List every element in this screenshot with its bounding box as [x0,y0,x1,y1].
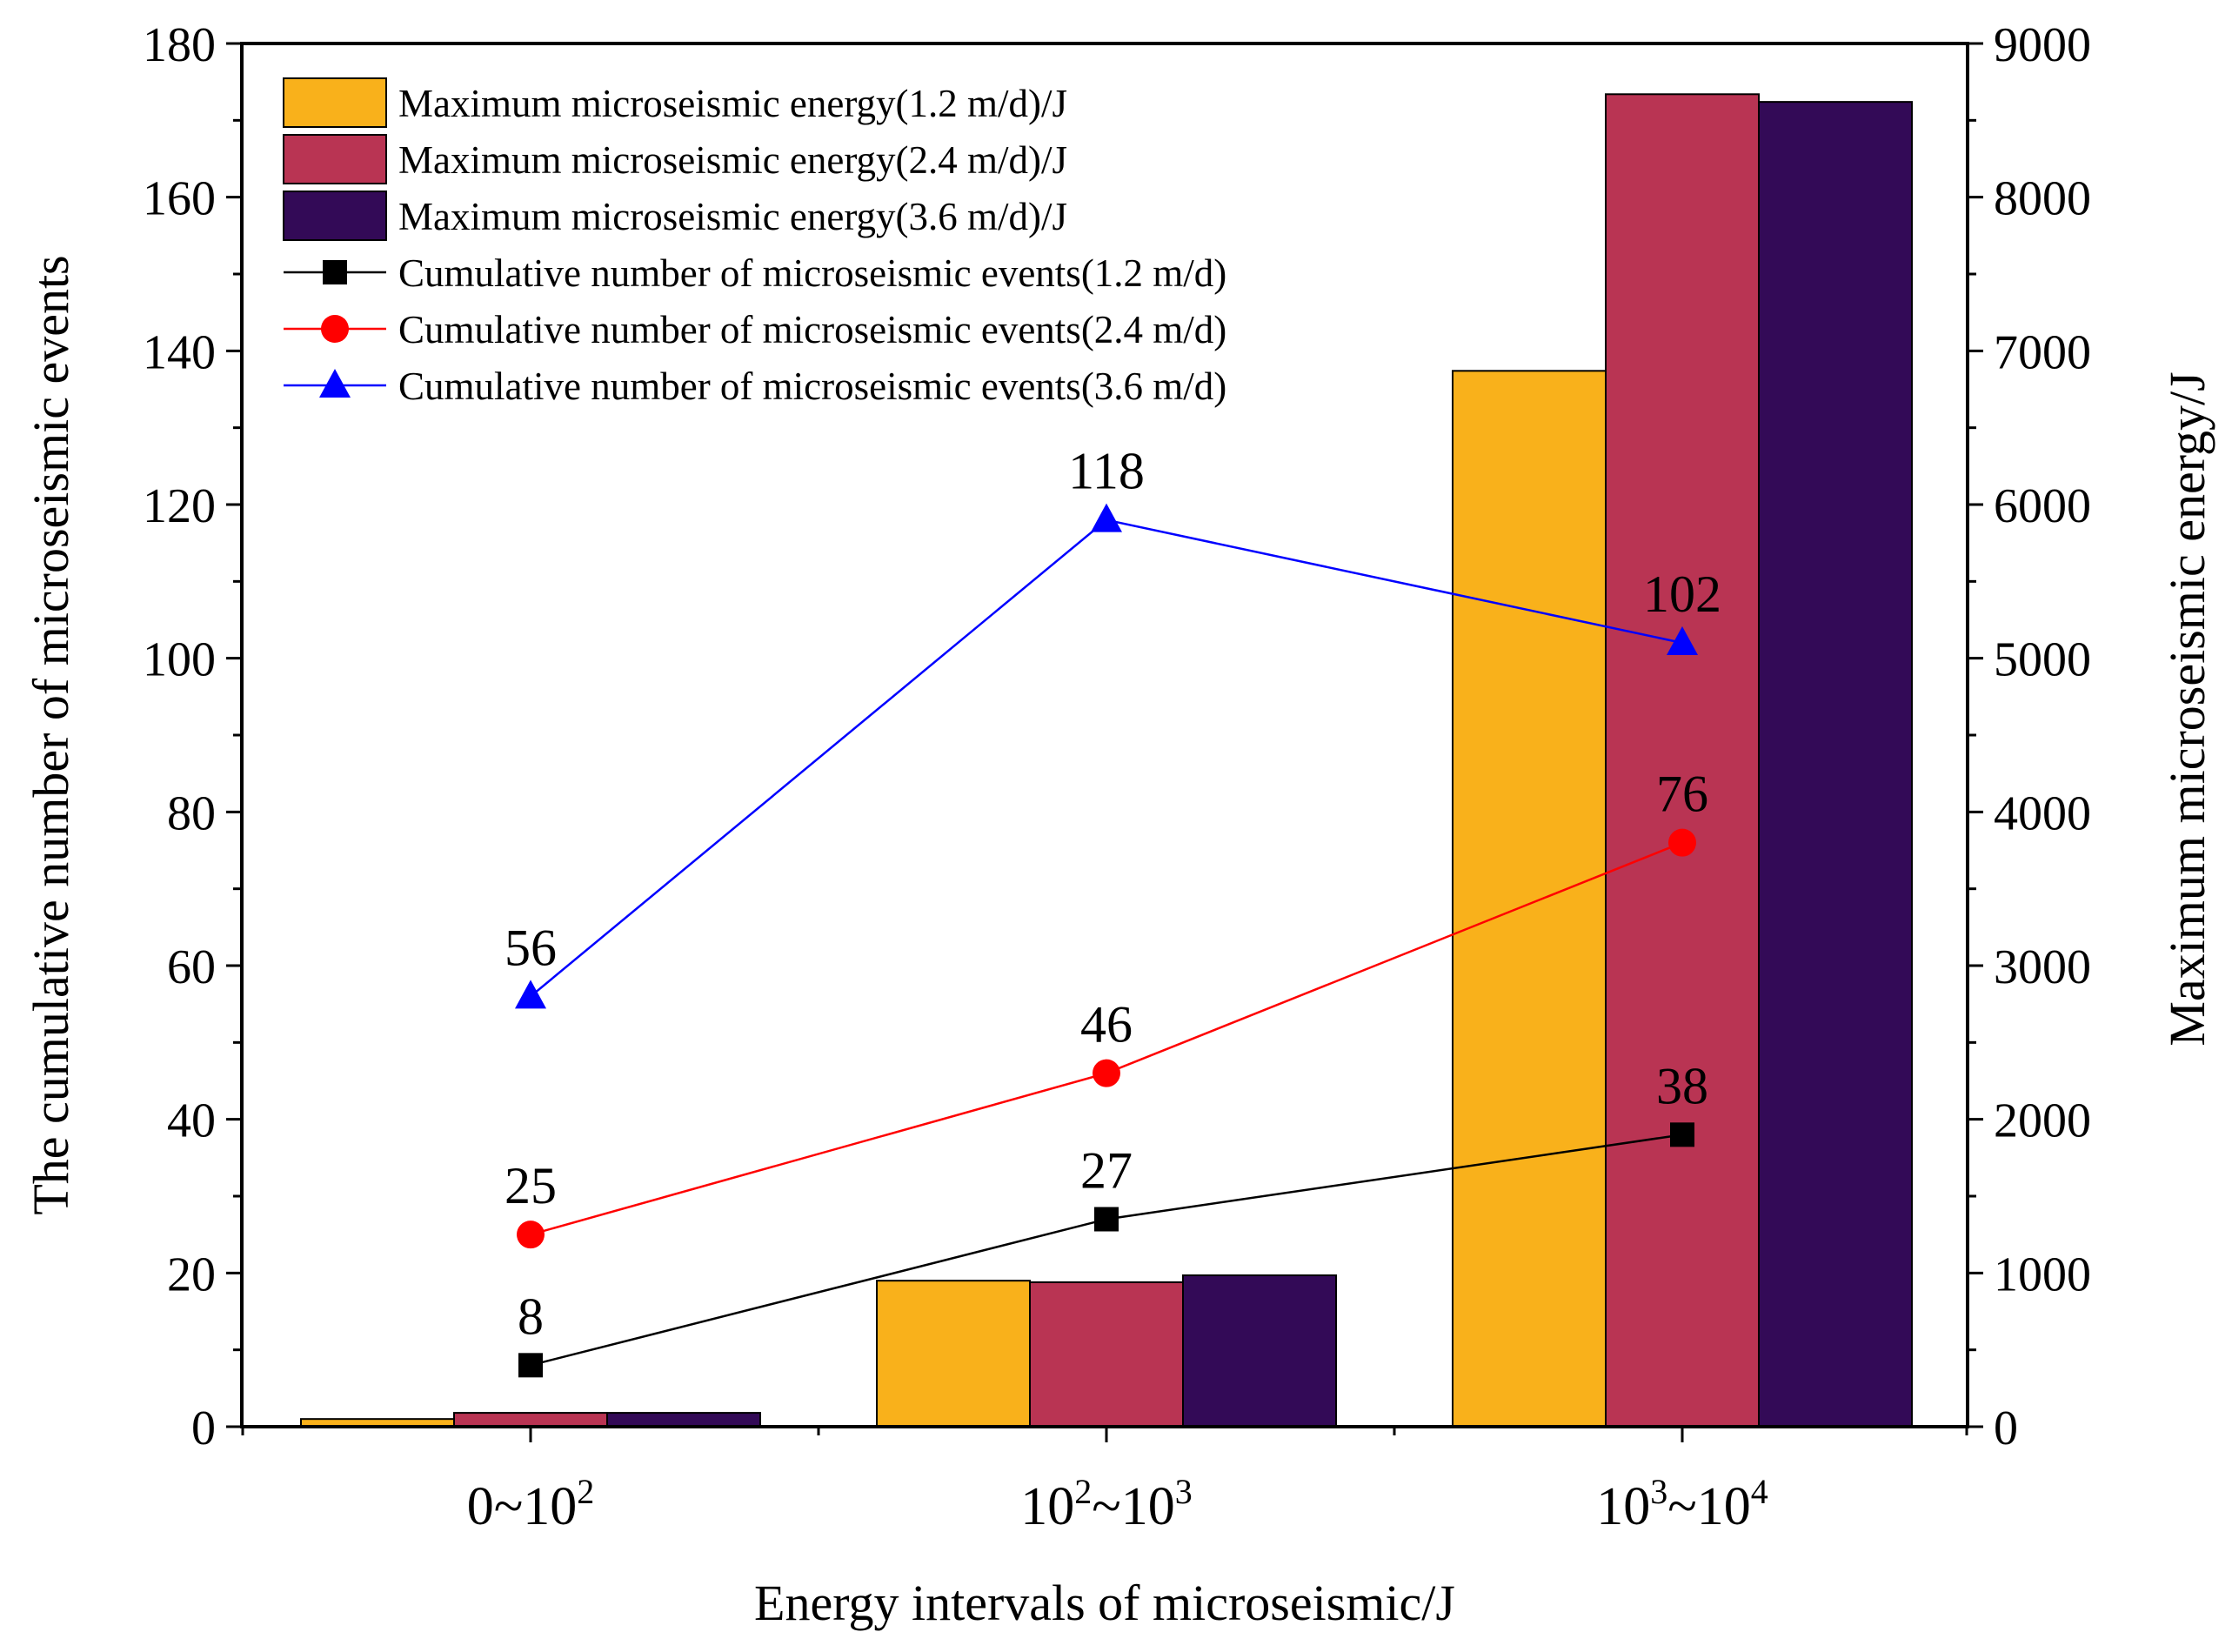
ytick-label-right-9: 9000 [1994,18,2091,72]
legend-label-bar-1: Maximum microseismic energy(1.2 m/d)/J [398,82,1067,125]
ytick-label-right-6: 6000 [1994,479,2091,533]
marker-s1-c3 [1670,1122,1694,1147]
ytick-label-right-3: 3000 [1994,940,2091,994]
ytick-label-right-7: 7000 [1994,325,2091,379]
xtick-label-2: 103~104 [1596,1472,1768,1536]
data-label-s3-c1: 56 [505,919,557,976]
ytick-label-left-5: 100 [143,633,216,687]
marker-s2-c2 [1093,1059,1120,1087]
legend-marker-1 [323,260,347,284]
data-label-s1-c2: 27 [1080,1142,1133,1200]
ytick-label-right-5: 5000 [1994,633,2091,687]
data-label-s1-c3: 38 [1656,1057,1708,1114]
y-axis-title-right: Maximum microseismic energy/J [2159,371,2215,1046]
ytick-label-right-8: 8000 [1994,172,2091,226]
ytick-label-left-9: 180 [143,18,216,72]
legend: Maximum microseismic energy(1.2 m/d)/J Ma… [283,77,1226,408]
marker-s3-c3 [1667,626,1698,655]
legend-label-bar-3: Maximum microseismic energy(3.6 m/d)/J [398,195,1067,238]
marker-s3-c2 [1091,503,1122,532]
bar-s2-c2 [1029,1281,1184,1428]
ytick-label-left-6: 120 [143,479,216,533]
legend-label-line-2: Cumulative number of microseismic events… [398,308,1226,351]
bar-s1-c3 [1452,370,1607,1428]
ytick-label-left-1: 20 [167,1247,216,1301]
ytick-label-left-2: 40 [167,1094,216,1148]
line-group [515,503,1698,1378]
ytick-label-right-2: 2000 [1994,1094,2091,1148]
xtick-label-1: 102~103 [1020,1472,1193,1536]
marker-s2-c1 [517,1221,545,1249]
bar-s2-c1 [453,1412,608,1428]
ytick-label-left-0: 0 [191,1401,216,1455]
marker-s1-c1 [518,1353,543,1378]
legend-swatch-bar-2 [283,134,387,184]
ytick-label-left-8: 160 [143,172,216,226]
legend-label-line-1: Cumulative number of microseismic events… [398,251,1226,295]
legend-marker-3 [319,369,351,398]
ytick-label-left-3: 60 [167,940,216,994]
bar-group [300,93,1913,1428]
data-label-s3-c3: 102 [1643,565,1721,623]
data-label-s2-c2: 46 [1080,996,1133,1053]
data-labels: 8 27 38 25 46 76 56 118 102 [505,443,1721,1346]
marker-s2-c3 [1668,828,1696,857]
ytick-label-right-1: 1000 [1994,1247,2091,1301]
ytick-label-left-4: 80 [167,786,216,840]
ytick-label-right-4: 4000 [1994,786,2091,840]
legend-swatch-bar-3 [283,191,387,241]
legend-label-line-3: Cumulative number of microseismic events… [398,365,1226,408]
x-axis-title: Energy intervals of microseismic/J [754,1575,1455,1631]
data-label-s3-c2: 118 [1068,443,1145,500]
bar-s1-c2 [876,1280,1031,1428]
legend-marker-2 [321,315,349,343]
legend-swatch-bar-1 [283,77,387,128]
bar-s3-c3 [1758,101,1913,1428]
ytick-label-left-7: 140 [143,325,216,379]
xtick-label-0: 0~102 [467,1472,595,1536]
bar-s3-c1 [606,1412,761,1428]
data-label-s2-c1: 25 [505,1157,557,1214]
marker-s1-c2 [1094,1207,1119,1232]
axes: 0 20 40 60 80 100 120 140 160 180 0 1000 2000 3000 400… [23,18,2215,1631]
y-axis-title-left: The cumulative number of microseismic ev… [23,255,79,1214]
bar-s3-c2 [1182,1274,1337,1428]
data-label-s1-c1: 8 [518,1287,544,1345]
data-label-s2-c3: 76 [1656,766,1708,823]
legend-label-bar-2: Maximum microseismic energy(2.4 m/d)/J [398,138,1067,182]
ytick-label-right-0: 0 [1994,1401,2018,1455]
bar-s2-c3 [1605,93,1760,1428]
marker-s3-c1 [515,980,546,1009]
